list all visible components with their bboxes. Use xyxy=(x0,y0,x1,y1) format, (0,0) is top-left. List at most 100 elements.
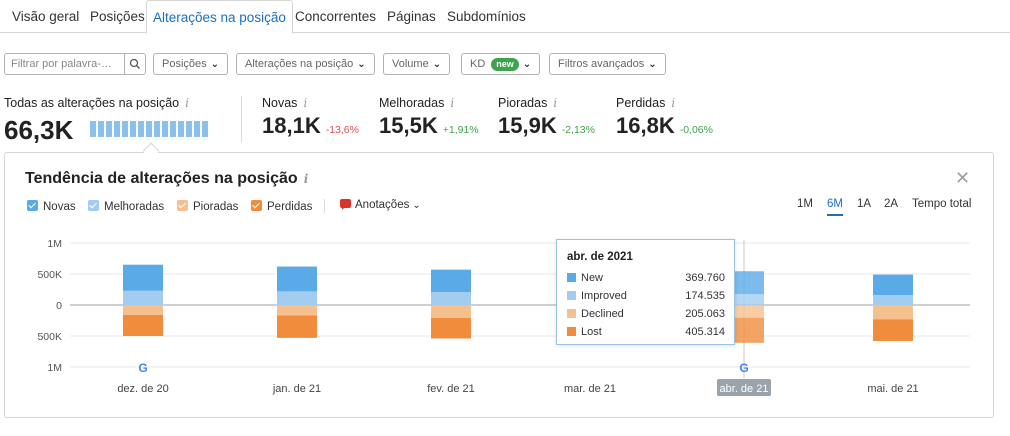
position-changes-filter[interactable]: Alterações na posição ⌄ xyxy=(236,53,375,75)
sparkline-bar xyxy=(162,121,168,137)
sparkline xyxy=(90,121,208,137)
close-icon[interactable]: ✕ xyxy=(955,168,971,188)
x-tick-label: fev. de 21 xyxy=(427,383,475,395)
info-icon[interactable]: i xyxy=(303,172,309,186)
google-icon[interactable]: G xyxy=(138,361,147,375)
x-label-highlight xyxy=(717,379,771,396)
declined-delta: -2,13% xyxy=(561,124,595,136)
chevron-down-icon: ⌄ xyxy=(357,59,366,70)
search-button[interactable] xyxy=(124,53,146,75)
volume-filter-label: Volume xyxy=(392,58,429,70)
range-1y[interactable]: 1A xyxy=(857,198,872,210)
range-1m[interactable]: 1M xyxy=(797,198,813,210)
range-2y[interactable]: 2A xyxy=(884,198,899,210)
tab-position-changes[interactable]: Alterações na posição xyxy=(146,0,293,34)
lost-delta: -0,06% xyxy=(679,124,713,136)
y-tick-label: 0 xyxy=(56,300,62,312)
range-6m[interactable]: 6M xyxy=(827,198,843,216)
legend-new[interactable]: Novas xyxy=(27,200,76,213)
new-value: 18,1K -13,6% xyxy=(262,113,359,138)
range-all-time[interactable]: Tempo total xyxy=(912,198,972,210)
info-icon[interactable]: i xyxy=(185,96,189,110)
y-tick-label: 500K xyxy=(37,269,62,281)
declined-label: Pioradas i xyxy=(498,96,558,110)
volume-filter[interactable]: Volume ⌄ xyxy=(383,53,451,75)
tab-competitors[interactable]: Concorrentes xyxy=(295,9,377,24)
bar-lost[interactable] xyxy=(873,319,913,341)
sparkline-bar xyxy=(178,121,184,137)
info-icon[interactable]: i xyxy=(450,96,455,110)
search-icon xyxy=(129,58,140,69)
bar-improved[interactable] xyxy=(431,291,471,305)
lost-label: Perdidas i xyxy=(616,96,676,110)
x-tick-label: dez. de 20 xyxy=(117,383,168,395)
bar-lost[interactable] xyxy=(277,315,317,338)
new-label: Novas i xyxy=(262,96,308,110)
tooltip-row-improved: Improved 174.535 xyxy=(567,290,725,302)
positions-filter[interactable]: Posições ⌄ xyxy=(153,53,229,75)
bar-improved[interactable] xyxy=(724,294,764,305)
sparkline-bar xyxy=(202,121,208,137)
checkbox-icon[interactable] xyxy=(251,200,262,211)
kd-filter-label: KD xyxy=(470,58,486,70)
x-tick-label: mai. de 21 xyxy=(867,383,918,395)
chevron-down-icon: ⌄ xyxy=(210,59,220,70)
bar-lost[interactable] xyxy=(123,314,163,336)
checkbox-icon[interactable] xyxy=(88,200,99,211)
tab-positions[interactable]: Posições xyxy=(90,9,145,24)
checkbox-icon[interactable] xyxy=(27,200,38,211)
improved-delta: +1,91% xyxy=(442,124,479,136)
improved-value: 15,5K +1,91% xyxy=(379,113,479,138)
annotations-dropdown[interactable]: Anotações ⌄ xyxy=(340,199,421,211)
tooltip-row-lost: Lost 405.314 xyxy=(567,326,725,338)
chart-tooltip: abr. de 2021 New 369.760 Improved 174.535 … xyxy=(556,239,735,345)
sparkline-bar xyxy=(154,121,160,137)
chart-title: Tendência de alterações na posição i xyxy=(25,170,309,187)
tab-overview[interactable]: Visão geral xyxy=(12,9,80,24)
info-icon[interactable]: i xyxy=(303,96,308,110)
y-tick-label: 1M xyxy=(47,362,62,374)
bar-new[interactable] xyxy=(277,266,317,292)
trend-panel xyxy=(4,152,994,418)
bar-declined[interactable] xyxy=(873,305,913,320)
sparkline-bar xyxy=(138,121,144,137)
sparkline-bar xyxy=(170,121,176,137)
info-icon[interactable]: i xyxy=(671,96,676,110)
x-tick-label: mar. de 21 xyxy=(564,383,616,395)
bar-declined[interactable] xyxy=(431,305,471,319)
kd-filter[interactable]: KD new ⌄ xyxy=(461,53,541,75)
bar-declined[interactable] xyxy=(277,305,317,316)
legend-improved[interactable]: Melhoradas xyxy=(88,200,164,213)
new-badge: new xyxy=(491,57,519,71)
bar-new[interactable] xyxy=(431,269,471,292)
all-changes-value: 66,3K xyxy=(4,115,74,145)
new-delta: -13,6% xyxy=(325,124,359,136)
advanced-filters[interactable]: Filtros avançados ⌄ xyxy=(549,53,666,75)
legend-lost[interactable]: Perdidas xyxy=(251,200,312,213)
info-icon[interactable]: i xyxy=(553,96,558,110)
bar-improved[interactable] xyxy=(873,295,913,305)
tooltip-title: abr. de 2021 xyxy=(567,251,633,263)
keyword-filter-input[interactable]: Filtrar por palavra-… xyxy=(4,53,125,75)
sparkline-bar xyxy=(186,121,192,137)
positions-filter-label: Posições xyxy=(162,58,207,70)
bar-lost[interactable] xyxy=(431,318,471,339)
bar-new[interactable] xyxy=(123,264,163,291)
bar-new[interactable] xyxy=(873,274,913,296)
bar-improved[interactable] xyxy=(123,290,163,305)
summary-divider xyxy=(241,96,242,142)
checkbox-icon[interactable] xyxy=(177,200,188,211)
lost-value: 16,8K -0,06% xyxy=(616,113,713,138)
tab-pages[interactable]: Páginas xyxy=(387,9,436,24)
sparkline-bar xyxy=(194,121,200,137)
bar-declined[interactable] xyxy=(123,305,163,315)
sparkline-bar xyxy=(106,121,112,137)
tab-subdomains[interactable]: Subdomínios xyxy=(447,9,526,24)
google-icon[interactable]: G xyxy=(739,361,748,375)
y-tick-label: 1M xyxy=(47,238,62,250)
legend-declined[interactable]: Pioradas xyxy=(177,200,238,213)
sparkline-bar xyxy=(122,121,128,137)
bar-improved[interactable] xyxy=(277,291,317,305)
y-tick-label: 500K xyxy=(37,331,62,343)
chevron-down-icon: ⌄ xyxy=(648,59,657,70)
